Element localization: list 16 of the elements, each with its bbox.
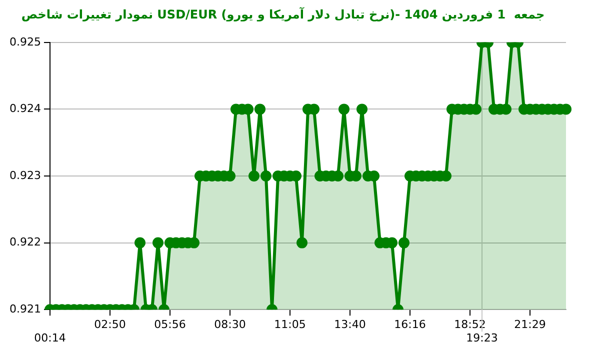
x-tick-label: 05:56 bbox=[154, 318, 186, 332]
x-tick-label: 21:29 bbox=[514, 318, 546, 332]
x-tick-label: 08:30 bbox=[214, 318, 246, 332]
x-tick-label: 02:50 bbox=[94, 318, 126, 332]
y-tick-label: 0.921 bbox=[10, 302, 41, 316]
y-tick-label: 0.925 bbox=[10, 35, 41, 48]
x-tick-label: 16:16 bbox=[394, 318, 426, 332]
x-tick-label: 00:14 bbox=[34, 331, 66, 344]
x-tick-label: 11:05 bbox=[274, 318, 306, 332]
chart-title: نمودار تغییرات شاخص USD/EUR (نرخ تبادل دلار آمریکا و یورو)- جمعه 1 فروردین 1404 bbox=[21, 6, 545, 22]
y-tick-label: 0.923 bbox=[10, 168, 41, 182]
y-tick-label: 0.924 bbox=[10, 102, 41, 116]
x-tick-label: 18:52 bbox=[454, 318, 486, 332]
x-tick-label: 19:23 bbox=[466, 331, 498, 344]
y-tick-label: 0.922 bbox=[10, 236, 41, 249]
x-tick-label: 13:40 bbox=[334, 318, 366, 332]
